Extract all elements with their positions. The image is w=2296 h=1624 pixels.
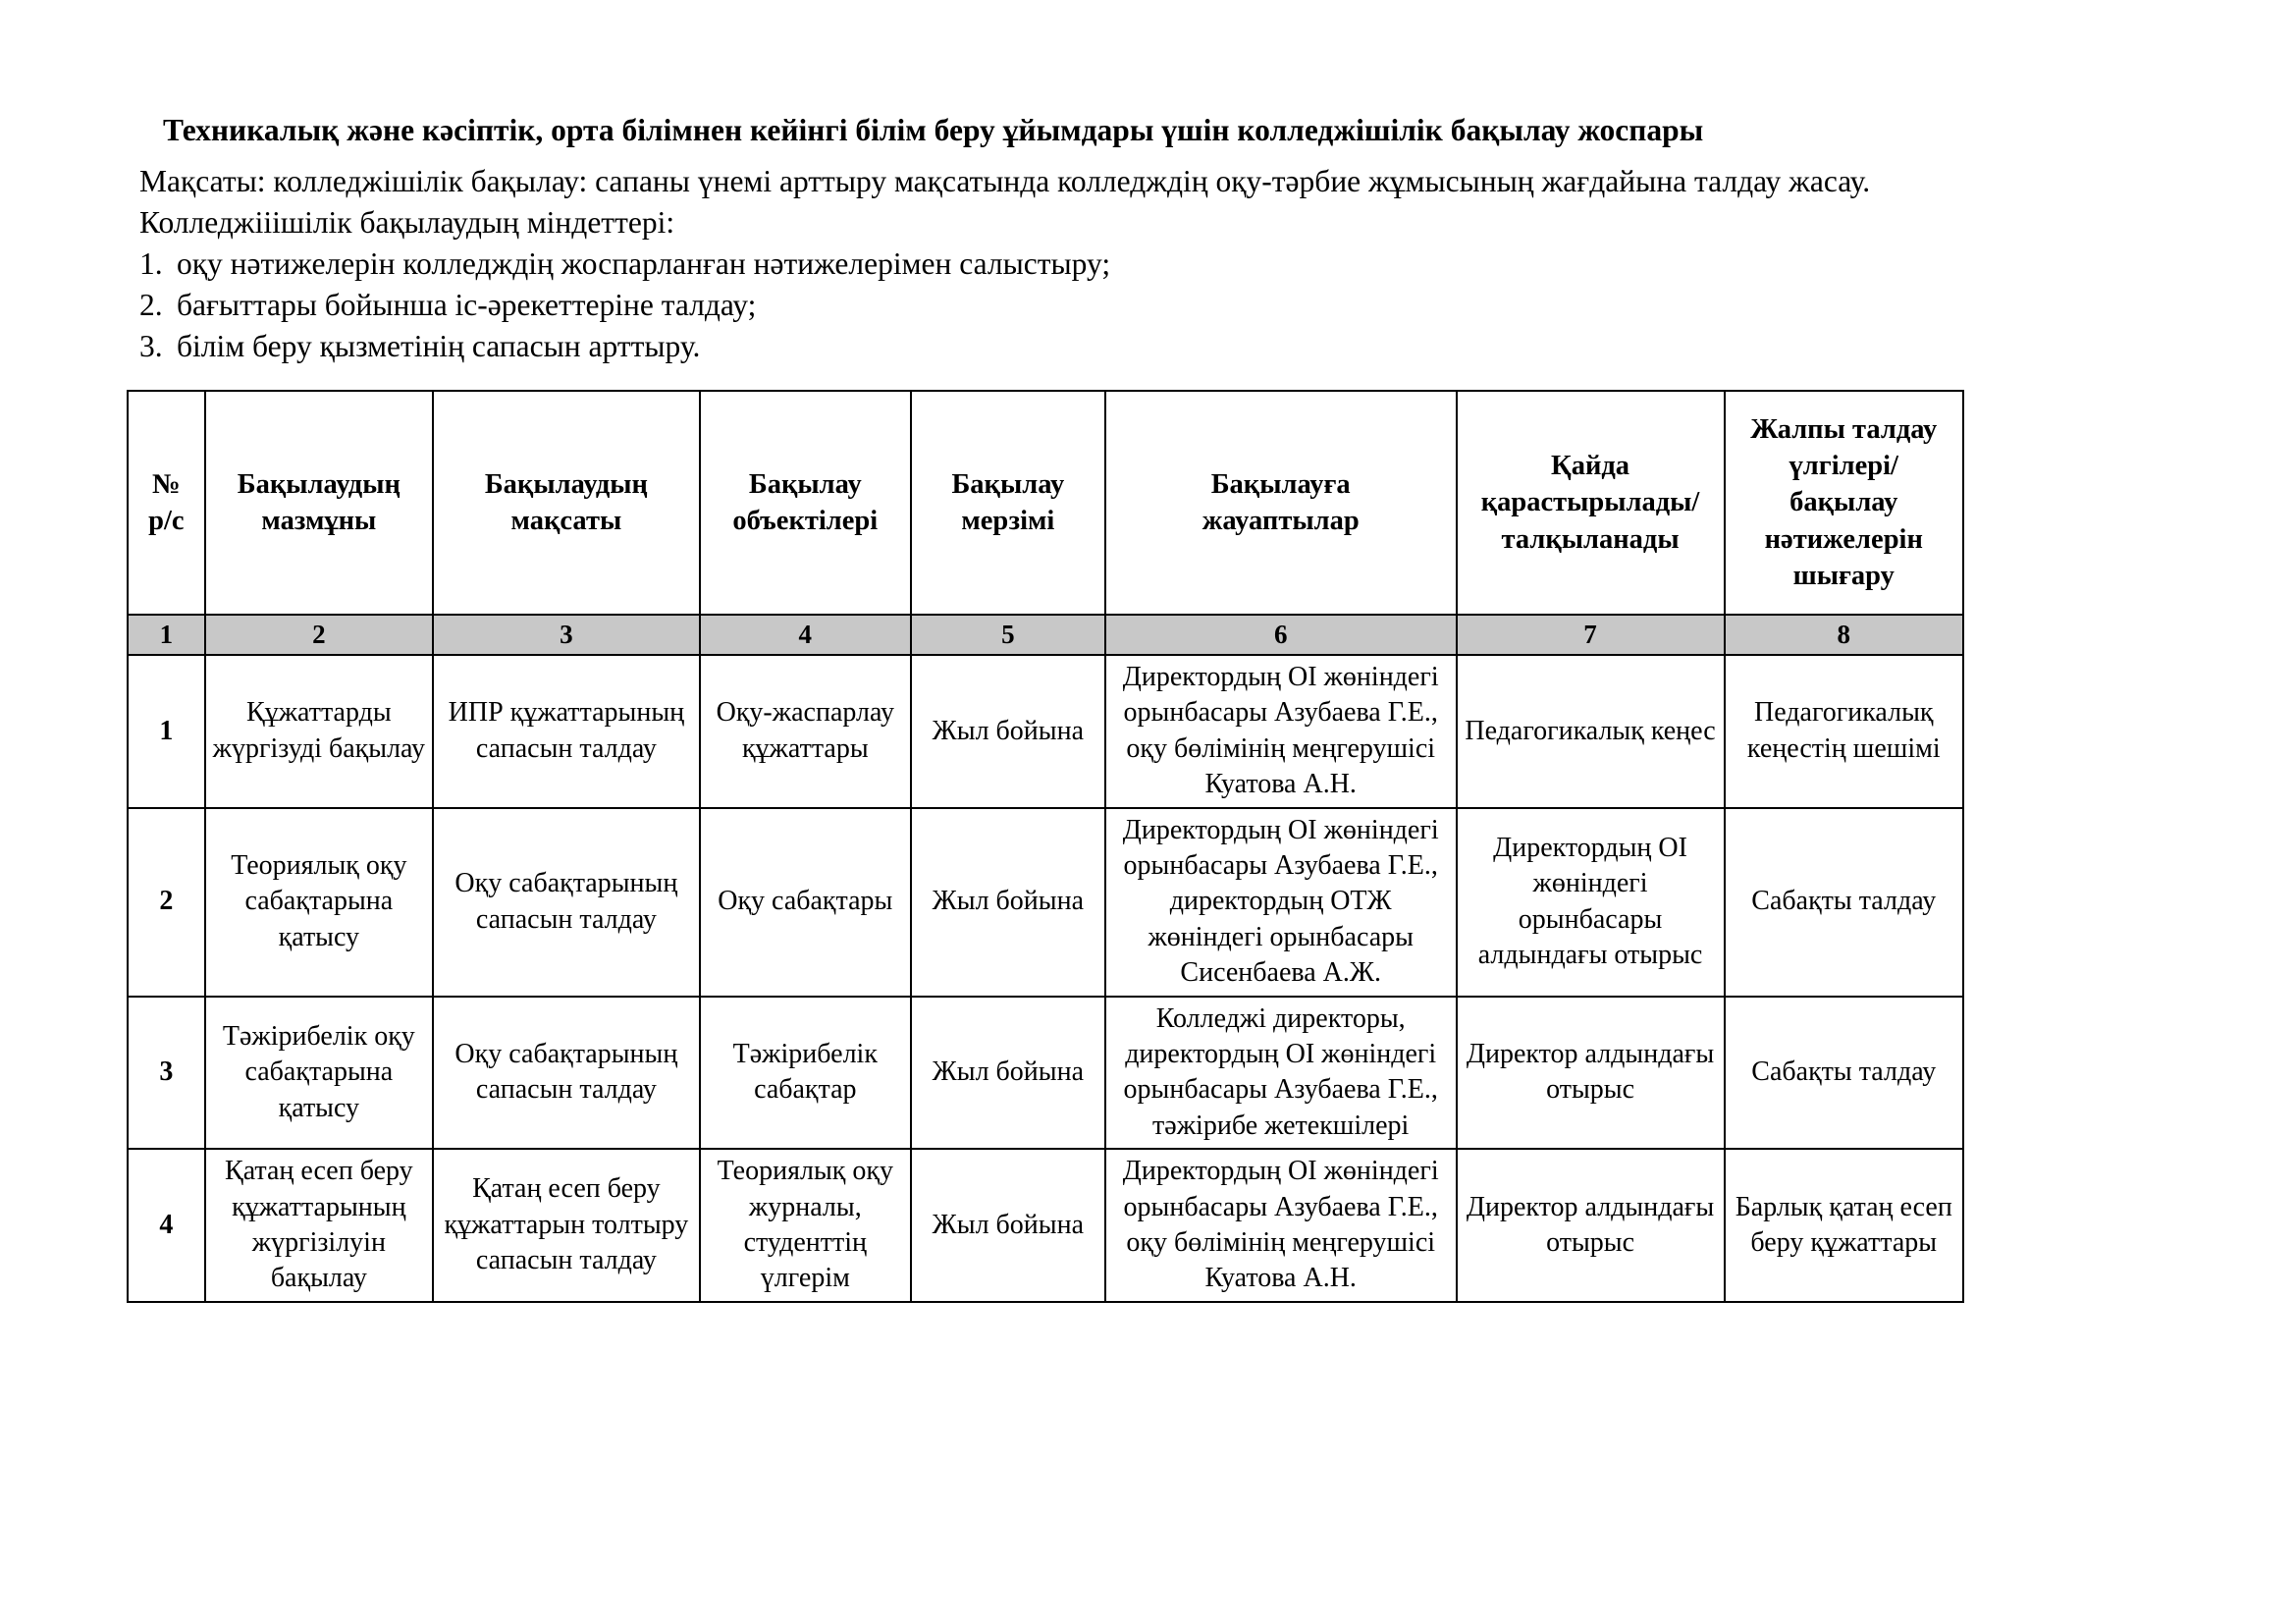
cell-goal: Оқу сабақтарының сапасын талдау — [432, 806, 701, 998]
cell-term: Жыл бойына — [909, 1148, 1106, 1303]
cell-index: 1 — [127, 654, 206, 809]
cell-where: Директор алдындағы отырыс — [1455, 1148, 1726, 1303]
list-item: 1. оқу нәтижелерін колледждің жоспарланға… — [139, 244, 2152, 285]
cell-object: Теориялық оқу журналы, студенттің үлгері… — [698, 1148, 912, 1303]
page-title: Техникалық және кәсіптік, орта білімнен … — [163, 113, 1704, 147]
cell-content: Теориялық оқу сабақтарына қатысу — [203, 806, 435, 998]
task-text: білім беру қызметінің сапасын арттыру. — [177, 329, 701, 364]
table-header: № р/с Бақылаудың мазмұны Бақылаудың мақс… — [127, 390, 1965, 616]
tasks-list: 1. оқу нәтижелерін колледждің жоспарланға… — [139, 244, 2152, 368]
cell-where: Директордың ОІ жөніндегі орынбасары алды… — [1455, 806, 1726, 998]
cell-index: 4 — [127, 1148, 206, 1303]
column-number: 4 — [698, 613, 912, 657]
column-number: 3 — [432, 613, 701, 657]
cell-index: 3 — [127, 995, 206, 1151]
task-number: 2. — [139, 288, 163, 323]
table-row: 3 Тәжірибелік оқу сабақтарына қатысу Оқу… — [127, 995, 1965, 1151]
cell-goal: Қатаң есеп беру құжаттарын толтыру сапас… — [432, 1148, 701, 1303]
task-text: оқу нәтижелерін колледждің жоспарланған … — [177, 245, 1111, 281]
task-number: 1. — [139, 245, 163, 281]
column-header-goal: Бақылаудың мақсаты — [432, 390, 701, 616]
cell-result: Барлық қатаң есеп беру құжаттары — [1723, 1148, 1965, 1303]
cell-object: Оқу сабақтары — [698, 806, 912, 998]
list-item: 2. бағыттары бойынша іс-әрекеттеріне талд… — [139, 285, 2152, 326]
column-header-where: Қайда қарастырылады/ талқыланады — [1455, 390, 1726, 616]
intro-block: Техникалық және кәсіптік, орта білімнен … — [139, 110, 2152, 368]
column-number: 2 — [203, 613, 435, 657]
column-number: 5 — [909, 613, 1106, 657]
cell-content: Қатаң есеп беру құжаттарының жүргізілуін… — [203, 1148, 435, 1303]
column-number: 6 — [1103, 613, 1458, 657]
cell-term: Жыл бойына — [909, 806, 1106, 998]
column-header-term: Бақылау мерзімі — [909, 390, 1106, 616]
cell-where: Педагогикалық кеңес — [1455, 654, 1726, 809]
cell-content: Құжаттарды жүргізуді бақылау — [203, 654, 435, 809]
table-header-row: № р/с Бақылаудың мазмұны Бақылаудың мақс… — [127, 390, 1965, 616]
column-number: 1 — [127, 613, 206, 657]
cell-responsible: Директордың ОІ жөніндегі орынбасары Азуб… — [1103, 654, 1458, 809]
cell-content: Тәжірибелік оқу сабақтарына қатысу — [203, 995, 435, 1151]
column-number: 8 — [1723, 613, 1965, 657]
purpose-statement: Мақсаты: колледжішілік бақылау: сапаны ү… — [139, 163, 1871, 198]
cell-responsible: Колледжі директоры, директордың ОІ жөнін… — [1103, 995, 1458, 1151]
column-header-object: Бақылау объектілері — [698, 390, 912, 616]
cell-goal: Оқу сабақтарының сапасын талдау — [432, 995, 701, 1151]
cell-result: Сабақты талдау — [1723, 995, 1965, 1151]
column-number: 7 — [1455, 613, 1726, 657]
task-number: 3. — [139, 329, 163, 364]
cell-goal: ИПР құжаттарының сапасын талдау — [432, 654, 701, 809]
cell-term: Жыл бойына — [909, 654, 1106, 809]
control-plan-table: № р/с Бақылаудың мазмұны Бақылаудың мақс… — [127, 390, 1965, 1303]
cell-responsible: Директордың ОІ жөніндегі орынбасары Азуб… — [1103, 1148, 1458, 1303]
column-header-index: № р/с — [127, 390, 206, 616]
cell-object: Тәжірибелік сабақтар — [698, 995, 912, 1151]
table-body: 1 2 3 4 5 6 7 8 1 Құжаттарды жүргізуді б… — [127, 613, 1965, 1303]
column-header-content: Бақылаудың мазмұны — [203, 390, 435, 616]
cell-index: 2 — [127, 806, 206, 998]
column-header-result: Жалпы талдау үлгілері/ бақылау нәтижелер… — [1723, 390, 1965, 616]
task-text: бағыттары бойынша іс-әрекеттеріне талдау… — [177, 288, 757, 323]
cell-responsible: Директордың ОІ жөніндегі орынбасары Азуб… — [1103, 806, 1458, 998]
column-header-responsible: Бақылауға жауаптылар — [1103, 390, 1458, 616]
cell-object: Оқу-жаспарлау құжаттары — [698, 654, 912, 809]
cell-where: Директор алдындағы отырыс — [1455, 995, 1726, 1151]
cell-result: Сабақты талдау — [1723, 806, 1965, 998]
list-item: 3. білім беру қызметінің сапасын арттыру. — [139, 326, 2152, 367]
table-row: 1 Құжаттарды жүргізуді бақылау ИПР құжат… — [127, 654, 1965, 809]
table-row: 2 Теориялық оқу сабақтарына қатысу Оқу с… — [127, 806, 1965, 998]
table-row: 4 Қатаң есеп беру құжаттарының жүргізілу… — [127, 1148, 1965, 1303]
tasks-heading: Колледжііішілік бақылаудың міндеттері: — [139, 204, 675, 240]
cell-result: Педагогикалық кеңестің шешімі — [1723, 654, 1965, 809]
column-number-row: 1 2 3 4 5 6 7 8 — [127, 613, 1965, 657]
cell-term: Жыл бойына — [909, 995, 1106, 1151]
